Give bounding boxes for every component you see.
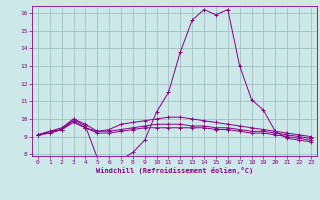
X-axis label: Windchill (Refroidissement éolien,°C): Windchill (Refroidissement éolien,°C) — [96, 167, 253, 174]
